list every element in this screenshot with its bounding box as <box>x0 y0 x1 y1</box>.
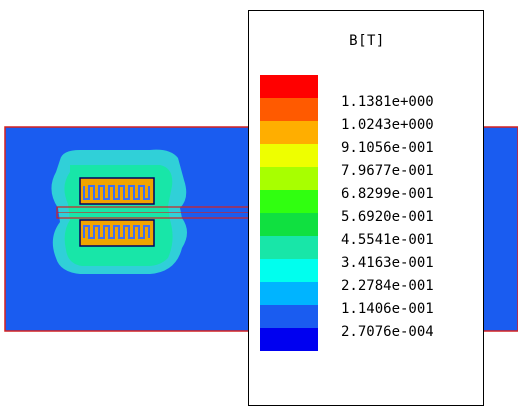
legend-value-2: 1.0243e+000 <box>341 117 434 133</box>
legend-swatch-11 <box>260 305 318 328</box>
field-contour-region <box>51 149 187 274</box>
legend-value-11: 2.7076e-004 <box>341 324 434 340</box>
legend-swatch-9 <box>260 259 318 282</box>
legend-value-9: 2.2784e-001 <box>341 278 434 294</box>
legend-swatch-3 <box>260 121 318 144</box>
legend-value-4: 7.9677e-001 <box>341 163 434 179</box>
legend-swatch-2 <box>260 98 318 121</box>
legend-swatch-12 <box>260 328 318 351</box>
legend-swatch-7 <box>260 213 318 236</box>
legend-value-5: 6.8299e-001 <box>341 186 434 202</box>
legend-swatch-5 <box>260 167 318 190</box>
legend-value-8: 3.4163e-001 <box>341 255 434 271</box>
center-beam-line <box>57 212 257 213</box>
legend-value-6: 5.6920e-001 <box>341 209 434 225</box>
legend-title: B[T] <box>349 33 385 49</box>
legend-swatch-10 <box>260 282 318 305</box>
legend-value-7: 4.5541e-001 <box>341 232 434 248</box>
legend-swatch-4 <box>260 144 318 167</box>
legend-swatch-8 <box>260 236 318 259</box>
legend-swatch-6 <box>260 190 318 213</box>
legend-value-10: 1.1406e-001 <box>341 301 434 317</box>
legend-swatch-1 <box>260 75 318 98</box>
legend-value-1: 1.1381e+000 <box>341 94 434 110</box>
lower-coil <box>79 219 155 247</box>
upper-coil <box>79 177 155 205</box>
color-legend-panel[interactable]: B[T] 1.1381e+000 1.0243e+000 9.1056e-001… <box>248 10 484 406</box>
legend-value-3: 9.1056e-001 <box>341 140 434 156</box>
